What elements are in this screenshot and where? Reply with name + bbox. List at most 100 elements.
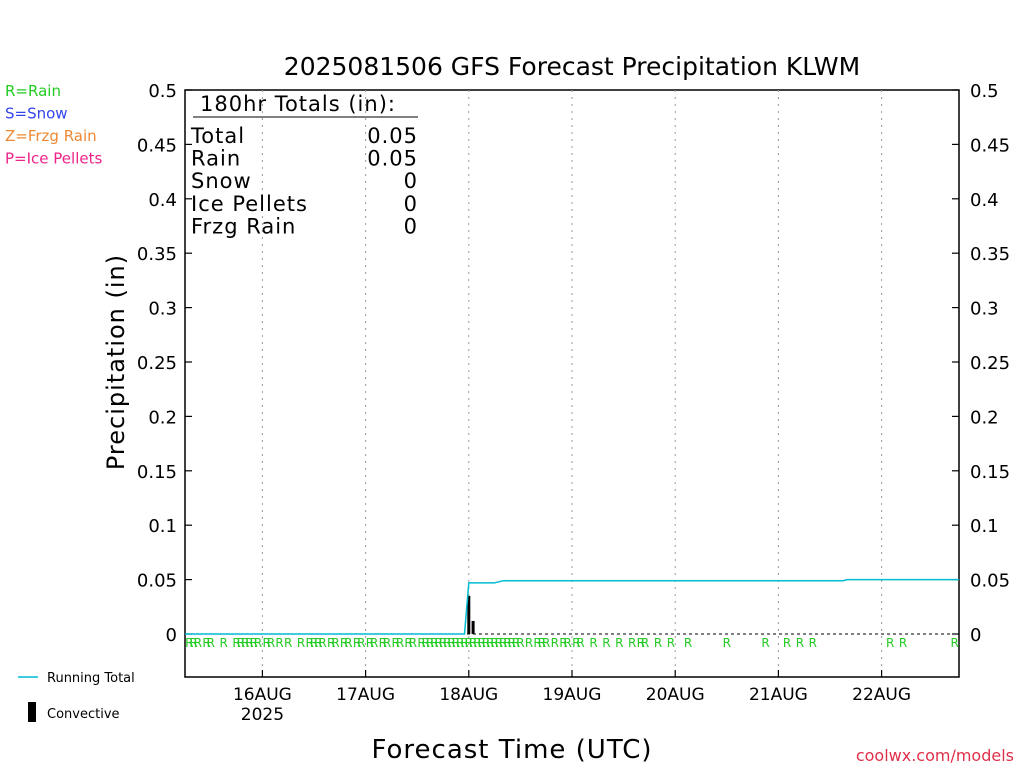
rain-marker: R <box>392 636 400 650</box>
rain-marker: R <box>637 636 645 650</box>
rain-marker: R <box>551 636 559 650</box>
rain-marker: R <box>306 636 314 650</box>
rain-marker: R <box>465 636 473 650</box>
y-tick-label: 0.35 <box>137 244 177 265</box>
x-tick-label: 19AUG <box>543 685 602 705</box>
totals-row-value: 0 <box>404 169 418 193</box>
rain-marker: R <box>447 636 455 650</box>
rain-marker: R <box>263 636 271 650</box>
rain-marker: R <box>422 636 430 650</box>
y-axis-left: 0 0.05 0.1 0.15 0.2 0.25 0.3 0.35 0.4 0.45 0.5 <box>137 81 192 646</box>
rain-marker: R <box>314 636 322 650</box>
x-tick-label: 21AUG <box>749 685 808 705</box>
totals-row-value: 0 <box>404 192 418 216</box>
running-total-line <box>185 578 959 635</box>
rain-marker: R <box>508 636 516 650</box>
rain-marker: R <box>202 636 210 650</box>
rain-marker: R <box>469 636 477 650</box>
rain-marker: R <box>379 636 387 650</box>
rain-marker: R <box>589 636 597 650</box>
totals-row-label: Total <box>190 124 245 148</box>
rain-marker: R <box>207 636 215 650</box>
x-tick-year: 2025 <box>241 705 284 725</box>
type-key-item: R=Rain <box>5 82 61 100</box>
rain-marker: R <box>796 636 804 650</box>
rain-marker: R <box>439 636 447 650</box>
rain-marker: R <box>533 636 541 650</box>
rain-marker: R <box>430 636 438 650</box>
totals-row-value: 0 <box>404 214 418 238</box>
rain-marker: R <box>357 636 365 650</box>
y-tick-label: 0 <box>970 625 981 646</box>
y-tick-label: 0.15 <box>137 462 177 483</box>
y-tick-label: 0.1 <box>148 516 177 537</box>
rain-marker: R <box>460 636 468 650</box>
rain-marker: R <box>297 636 305 650</box>
totals-box: 180hr Totals (in): Total 0.05 Rain 0.05 Snow 0… <box>190 92 418 238</box>
rain-marker: R <box>667 636 675 650</box>
rain-marker: R <box>516 636 524 650</box>
x-tick-label: 17AUG <box>336 685 395 705</box>
rain-marker: R <box>576 636 584 650</box>
rain-marker: R <box>615 636 623 650</box>
y-tick-label: 0.4 <box>148 190 177 211</box>
totals-row-value: 0.05 <box>367 147 418 171</box>
y-tick-label: 0.15 <box>970 462 1010 483</box>
rain-marker: R <box>456 636 464 650</box>
rain-marker: R <box>602 636 610 650</box>
rain-marker: R <box>761 636 769 650</box>
rain-marker: R <box>331 636 339 650</box>
rain-marker: R <box>499 636 507 650</box>
rain-marker: R <box>641 636 649 650</box>
rain-marker: R <box>185 636 193 650</box>
series-legend: Running Total Convective <box>18 671 135 722</box>
y-tick-label: 0.25 <box>137 353 177 374</box>
rain-marker: R <box>267 636 275 650</box>
y-tick-label: 0 <box>166 625 177 646</box>
rain-marker: R <box>340 636 348 650</box>
x-axis-label: Forecast Time (UTC) <box>371 735 652 765</box>
rain-marker: R <box>486 636 494 650</box>
rain-marker: R <box>886 636 894 650</box>
rain-marker: R <box>572 636 580 650</box>
y-tick-label: 0.2 <box>148 407 177 428</box>
rain-marker: R <box>220 636 228 650</box>
rain-marker: R <box>245 636 253 650</box>
rain-marker: R <box>478 636 486 650</box>
rain-marker: R <box>353 636 361 650</box>
rain-marker: R <box>194 636 202 650</box>
x-tick-label: 18AUG <box>439 685 498 705</box>
rain-marker: R <box>366 636 374 650</box>
rain-marker: R <box>318 636 326 650</box>
totals-row-label: Frzg Rain <box>191 214 296 238</box>
rain-marker: R <box>512 636 520 650</box>
totals-row-label: Rain <box>191 147 241 171</box>
rain-marker: R <box>452 636 460 650</box>
rain-marker: R <box>482 636 490 650</box>
legend-running-total-label: Running Total <box>47 671 135 686</box>
totals-heading: 180hr Totals (in): <box>200 92 396 116</box>
totals-row-label: Snow <box>191 169 252 193</box>
totals-row-label: Ice Pellets <box>191 192 308 216</box>
rain-marker: R <box>525 636 533 650</box>
rain-marker: R <box>473 636 481 650</box>
y-tick-label: 0.3 <box>148 299 177 320</box>
rain-marker: R <box>409 636 417 650</box>
rain-marker: R <box>723 636 731 650</box>
precip-type-key: R=Rain S=Snow Z=Frzg Rain P=Ice Pellets <box>5 82 102 168</box>
rain-marker: R <box>426 636 434 650</box>
rain-marker: R <box>370 636 378 650</box>
rain-marker: R <box>327 636 335 650</box>
convective-bar <box>471 620 475 634</box>
rain-marker: R <box>344 636 352 650</box>
y-tick-label: 0.35 <box>970 244 1010 265</box>
totals-row-value: 0.05 <box>367 124 418 148</box>
rain-marker: R <box>417 636 425 650</box>
credit-text: coolwx.com/models <box>856 746 1014 765</box>
chart-title: 2025081506 GFS Forecast Precipitation KL… <box>284 52 860 81</box>
rain-marker: R <box>628 636 636 650</box>
rain-marker: R <box>495 636 503 650</box>
